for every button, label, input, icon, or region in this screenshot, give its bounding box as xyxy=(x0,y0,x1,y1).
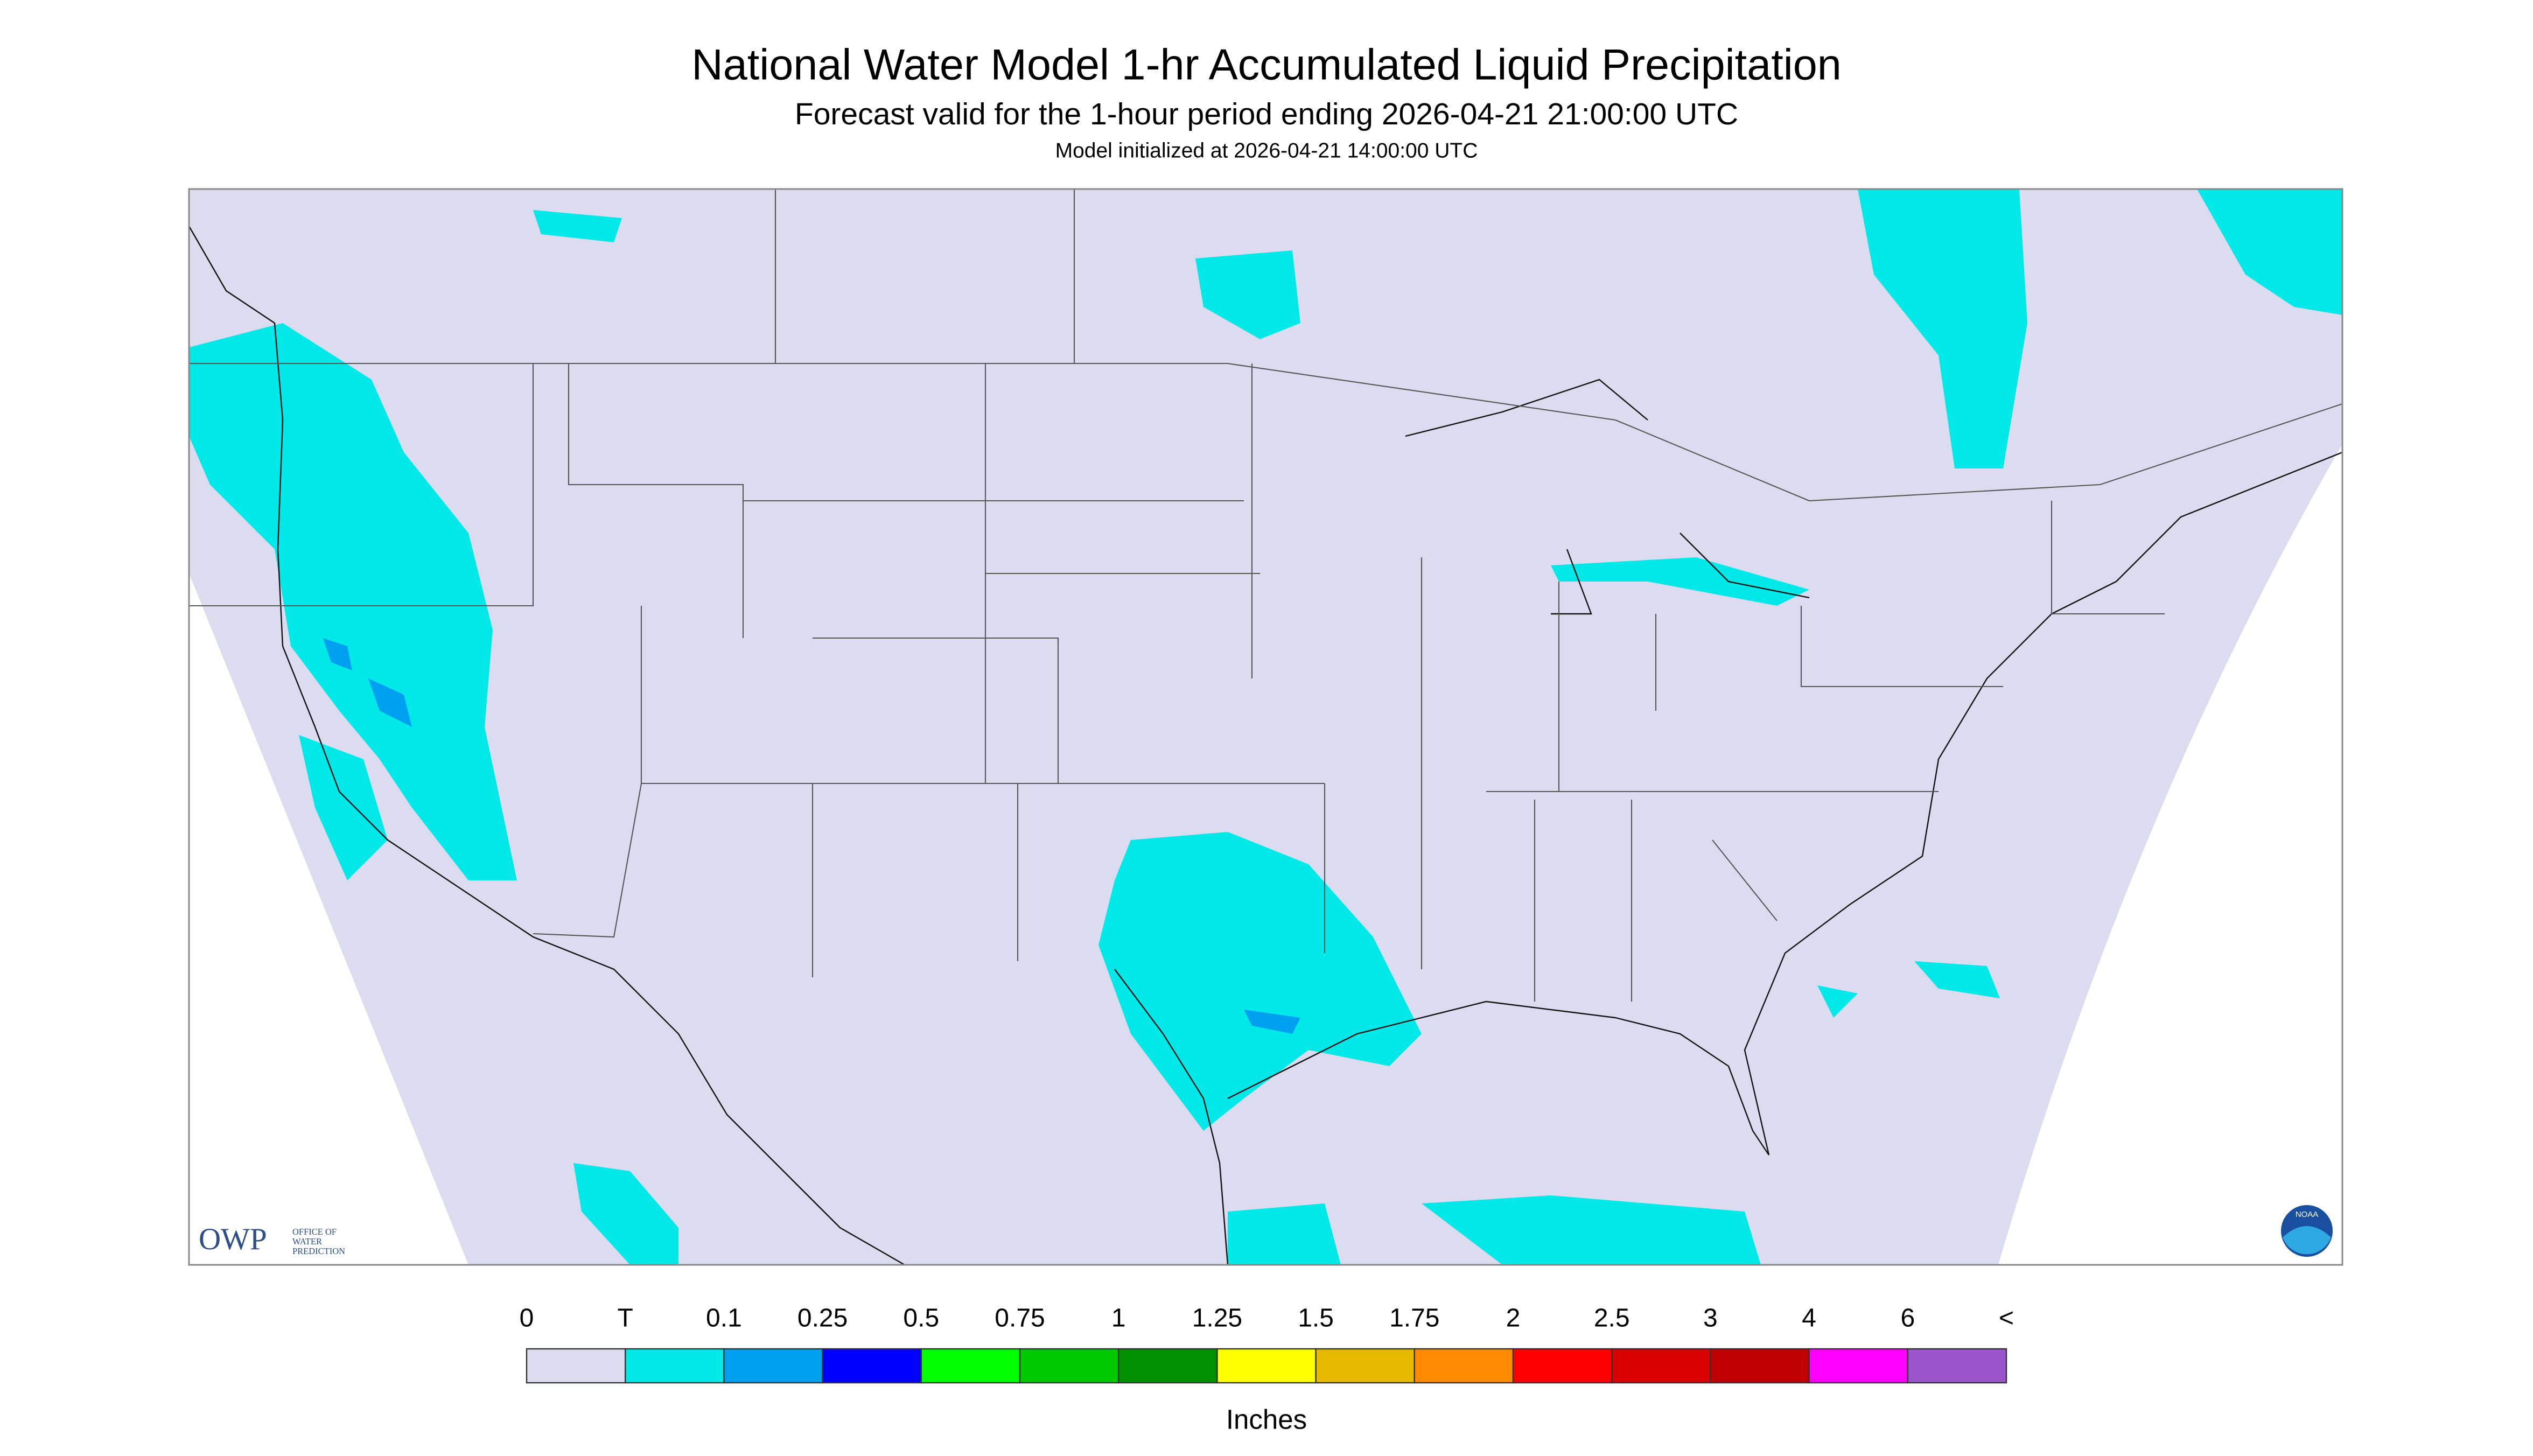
precip-ne xyxy=(2197,189,2342,316)
owp-logo-text: OFFICE OF xyxy=(292,1227,337,1237)
colorbar-swatch xyxy=(1808,1348,1909,1384)
great-lakes xyxy=(1405,379,1810,615)
colorbar-label: 1.75 xyxy=(1389,1304,1439,1333)
colorbar-label: 3 xyxy=(1703,1304,1718,1333)
colorbar-swatch xyxy=(920,1348,1021,1384)
colorbar-swatch xyxy=(1315,1348,1415,1384)
colorbar-label: 0.1 xyxy=(706,1304,742,1333)
east-coast xyxy=(1114,451,2343,1265)
colorbar-label: 0.5 xyxy=(903,1304,939,1333)
colorbar-swatch xyxy=(625,1348,725,1384)
precip-qc xyxy=(1858,189,2027,469)
precip-on xyxy=(1195,250,1300,340)
colorbar-swatch xyxy=(1414,1348,1514,1384)
noaa-logo-text: NOAA xyxy=(2296,1210,2319,1219)
precip-west xyxy=(189,323,517,881)
precip-mi xyxy=(1551,557,1809,606)
colorbar-swatch xyxy=(1611,1348,1711,1384)
colorbar-label: 0.75 xyxy=(995,1304,1045,1333)
colorbar-label: < xyxy=(1999,1304,2014,1333)
precip-tx xyxy=(1098,832,1422,1131)
colorbar-swatch xyxy=(1019,1348,1119,1384)
owp-logo: OWP xyxy=(199,1222,267,1256)
owp-logo-text: PREDICTION xyxy=(292,1246,345,1256)
colorbar-label: 1.5 xyxy=(1298,1304,1334,1333)
colorbar-label: 0.25 xyxy=(797,1304,848,1333)
colorbar-swatch xyxy=(1907,1348,2007,1384)
title: National Water Model 1-hr Accumulated Li… xyxy=(691,40,1842,89)
colorbar-swatch xyxy=(822,1348,922,1384)
model-domain xyxy=(189,189,2342,1265)
subtitle: Forecast valid for the 1-hour period end… xyxy=(795,97,1738,131)
map-frame xyxy=(188,188,2343,1266)
owp-logo-text: WATER xyxy=(292,1236,322,1247)
colorbar-unit: Inches xyxy=(1226,1404,1307,1434)
colorbar-label: 0 xyxy=(520,1304,534,1333)
boundaries xyxy=(188,189,2343,1266)
colorbar: 0 T 0.1 0.25 0.5 0.75 1 1.25 1.5 1.75 2 2.5 3 4 6 < xyxy=(520,1304,2014,1384)
colorbar-swatch xyxy=(526,1348,626,1384)
colorbar-label: 2.5 xyxy=(1594,1304,1630,1333)
colorbar-swatch xyxy=(1710,1348,1810,1384)
init-time: Model initialized at 2026-04-21 14:00:00… xyxy=(1055,139,1478,162)
noaa-logo-wave xyxy=(2283,1226,2331,1255)
map: OWP OFFICE OF WATER PREDICTION NOAA xyxy=(188,188,2343,1266)
west-coast xyxy=(188,226,905,1266)
colorbar-label: 2 xyxy=(1506,1304,1521,1333)
colorbar-swatch xyxy=(1118,1348,1218,1384)
precip-ca xyxy=(299,735,388,881)
colorbar-label: T xyxy=(618,1304,633,1333)
colorbar-label: 1 xyxy=(1111,1304,1126,1333)
colorbar-swatch xyxy=(723,1348,823,1384)
precip-areas xyxy=(189,189,2342,1265)
colorbar-label: 4 xyxy=(1802,1304,1816,1333)
state-lines xyxy=(189,189,2343,1002)
colorbar-swatch xyxy=(1512,1348,1613,1384)
colorbar-label: 6 xyxy=(1900,1304,1915,1333)
precip-south xyxy=(573,1163,1761,1265)
colorbar-label: 1.25 xyxy=(1192,1304,1242,1333)
colorbar-swatch xyxy=(1216,1348,1317,1384)
